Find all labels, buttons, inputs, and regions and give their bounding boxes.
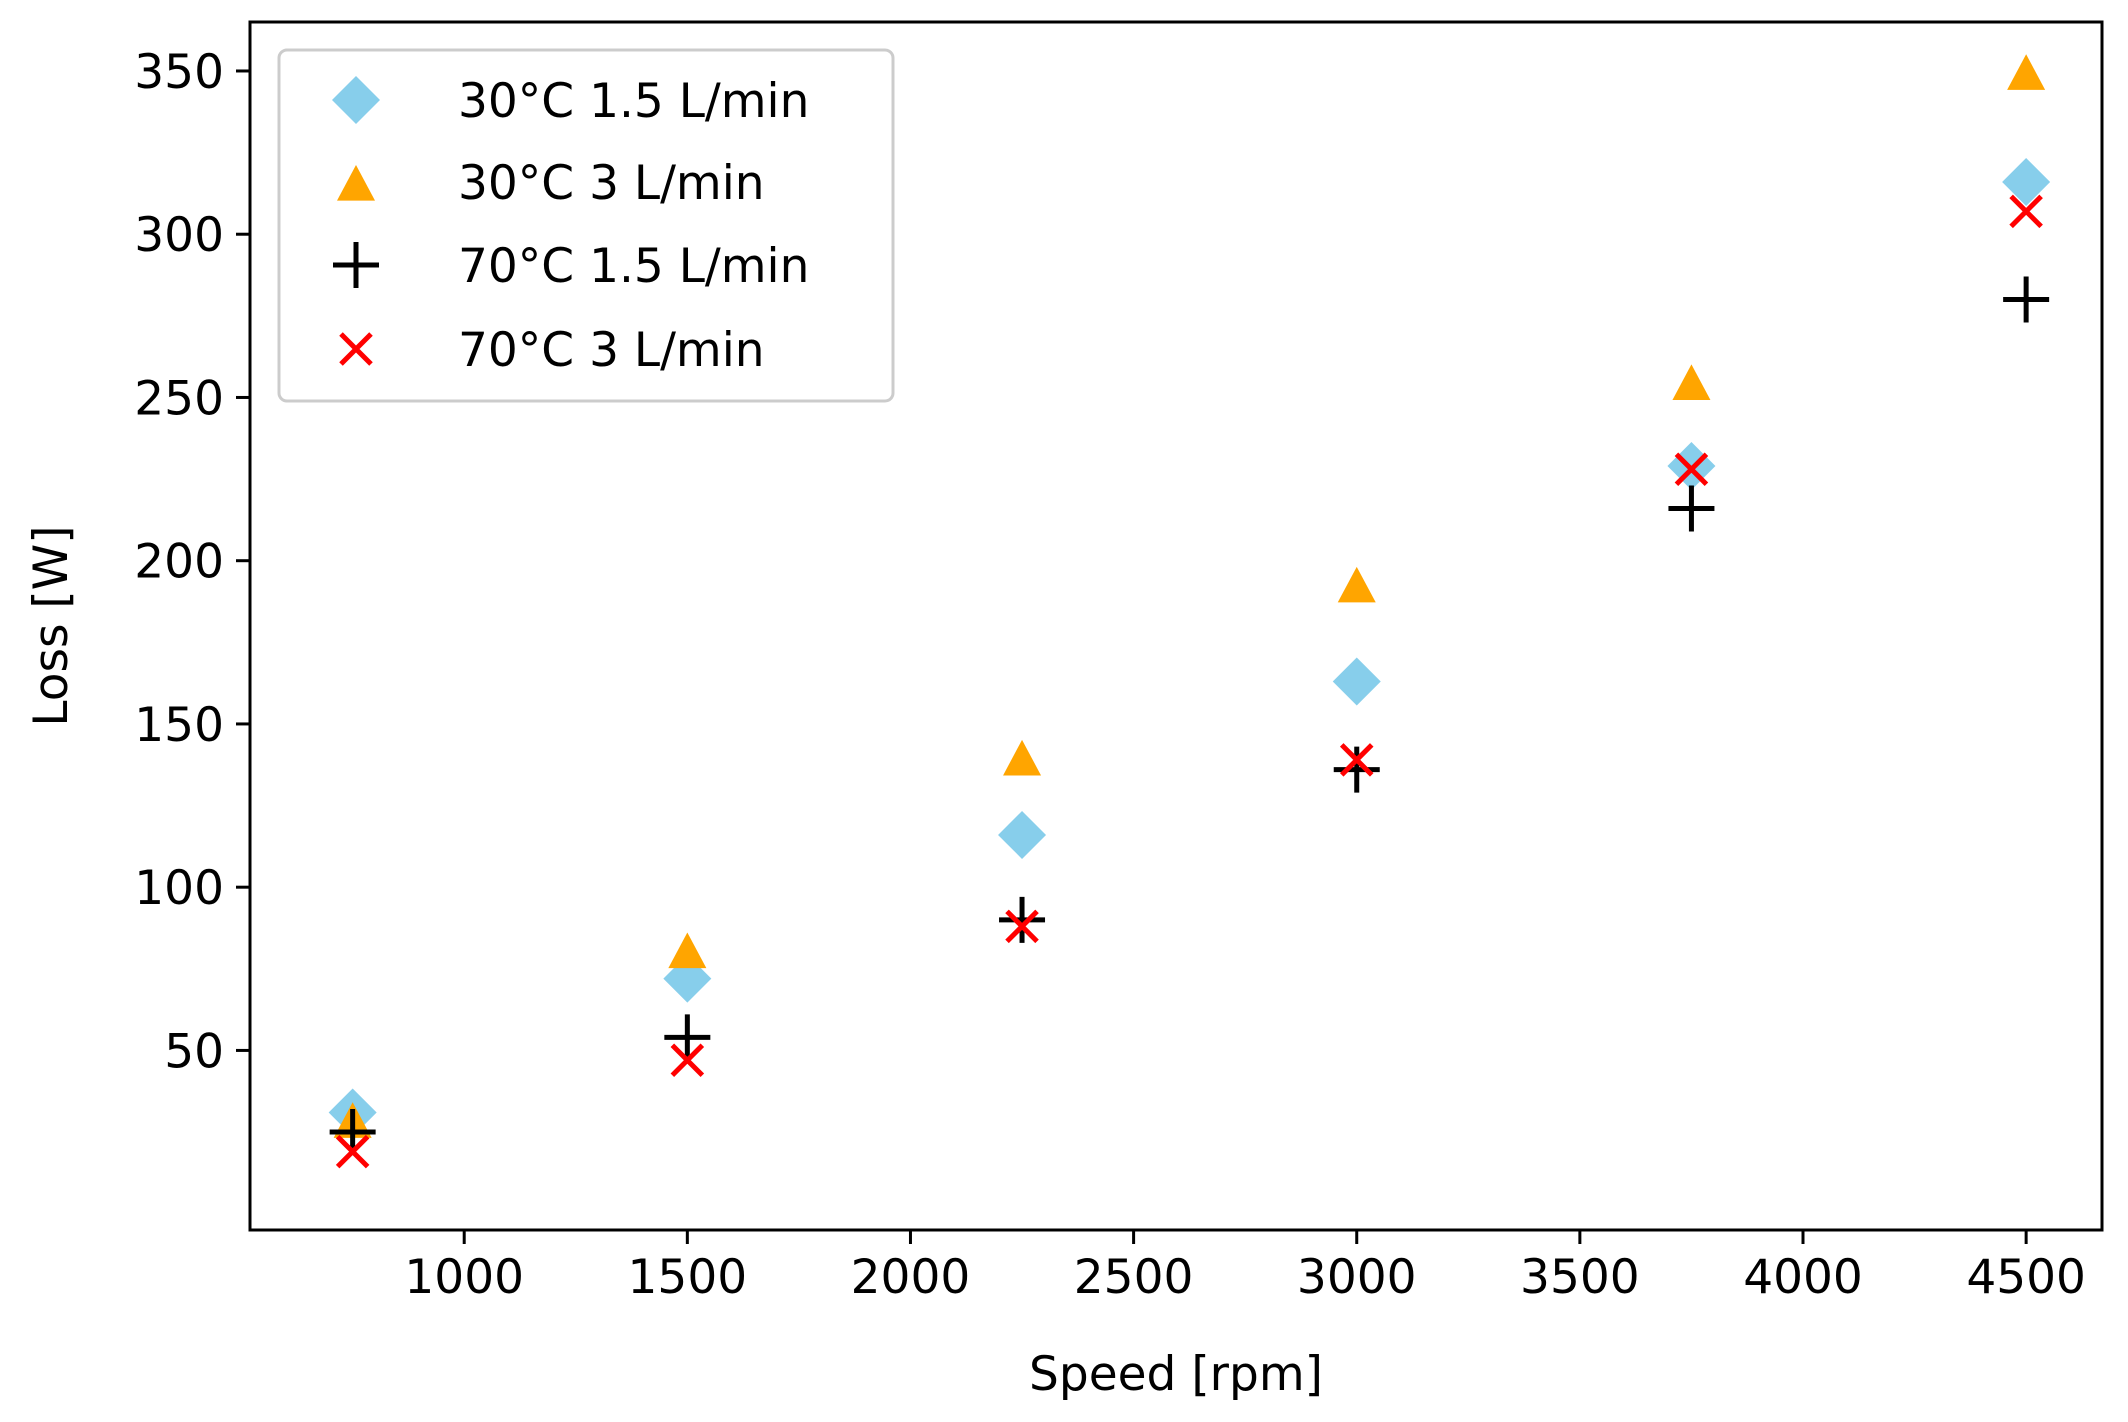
data-point [998,810,1047,859]
data-point [2009,194,2043,229]
y-tick-label: 50 [164,1024,224,1079]
x-tick-label: 1500 [628,1250,748,1305]
legend-marker [332,76,380,124]
legend-marker [339,332,373,366]
x-tick-label: 4500 [1966,1250,2086,1305]
data-point [2002,157,2051,206]
x-tick-label: 2000 [851,1250,971,1305]
data-points [328,54,2051,1169]
series-3 [329,276,2050,1156]
legend-label: 70°C 3 L/min [458,323,765,378]
data-point [999,896,1046,943]
data-point [1333,746,1380,793]
legend-label: 30°C 3 L/min [458,156,765,211]
legend-label: 30°C 1.5 L/min [458,74,809,129]
legend-marker [337,165,375,201]
data-point [1672,364,1711,400]
x-tick-label: 3500 [1520,1250,1640,1305]
y-tick-label: 250 [134,371,224,426]
y-tick-label: 100 [134,861,224,916]
data-point [2007,54,2046,90]
y-tick-label: 150 [134,698,224,753]
legend-label: 70°C 1.5 L/min [458,239,809,294]
data-point [1005,909,1039,944]
x-tick-label: 1000 [404,1250,524,1305]
y-tick-label: 350 [134,45,224,100]
data-point [335,1134,370,1169]
legend: 30°C 1.5 L/min 30°C 3 L/min 70°C 1.5 L/min… [277,48,895,403]
data-point [670,1043,705,1077]
data-point [1332,657,1381,706]
data-point [2003,276,2050,323]
data-point [664,1014,711,1061]
data-point [1339,743,1374,777]
data-point [668,932,707,969]
y-tick-label: 200 [134,535,224,590]
plot-area-frame [248,20,2104,1232]
data-point [1337,566,1376,603]
series-4 [335,194,2043,1169]
legend-box [277,48,895,403]
legend-marker [333,242,379,288]
x-tick-label: 2500 [1074,1250,1194,1305]
x-tick-label: 4000 [1743,1250,1863,1305]
data-point [1003,739,1042,776]
x-tick-label: 3000 [1297,1250,1417,1305]
data-point [1668,485,1715,532]
data-point [329,1109,376,1156]
data-point [1674,452,1709,487]
x-axis-label: Speed [rpm] [1029,1347,1323,1402]
axis-ticks: 1000 1500 2000 2500 3000 3500 4000 4500 50 100 150… [134,45,2086,1305]
y-axis-label: Loss [W] [24,525,79,726]
y-tick-label: 300 [134,208,224,263]
